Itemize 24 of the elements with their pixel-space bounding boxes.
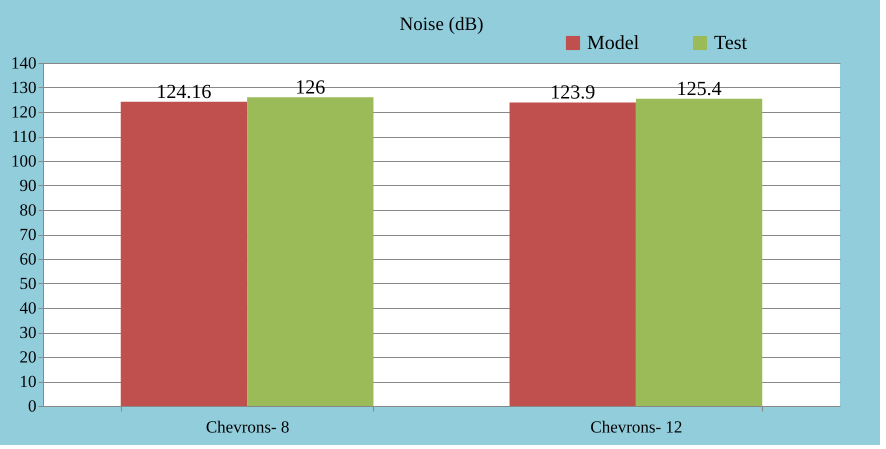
x-tick-label: Chevrons- 12 xyxy=(590,418,682,436)
y-tick-label: 50 xyxy=(20,274,36,293)
y-tick-label: 40 xyxy=(20,298,36,318)
y-tick-label: 70 xyxy=(20,225,36,244)
y-tick-label: 0 xyxy=(28,396,36,416)
y-tick-label: 120 xyxy=(11,102,36,122)
y-tick-label: 80 xyxy=(20,200,36,220)
data-label: 125.4 xyxy=(676,78,722,100)
y-tick-label: 110 xyxy=(12,127,36,146)
y-tick-label: 10 xyxy=(20,372,36,391)
y-tick-label: 20 xyxy=(20,348,36,366)
legend-label: Model xyxy=(587,32,640,54)
x-tick-label: Chevrons- 8 xyxy=(206,418,290,436)
legend-label: Test xyxy=(714,32,748,54)
chart-title: Noise (dB) xyxy=(400,14,484,35)
data-label: 124.16 xyxy=(156,80,212,103)
y-tick-label: 90 xyxy=(20,176,36,195)
y-tick-label: 100 xyxy=(11,152,36,170)
data-label: 123.9 xyxy=(550,81,596,104)
data-label: 126 xyxy=(295,76,326,98)
y-tick-label: 130 xyxy=(11,78,36,97)
y-tick-label: 30 xyxy=(20,323,36,342)
y-tick-label: 60 xyxy=(20,250,36,268)
y-tick-label: 140 xyxy=(11,54,36,72)
